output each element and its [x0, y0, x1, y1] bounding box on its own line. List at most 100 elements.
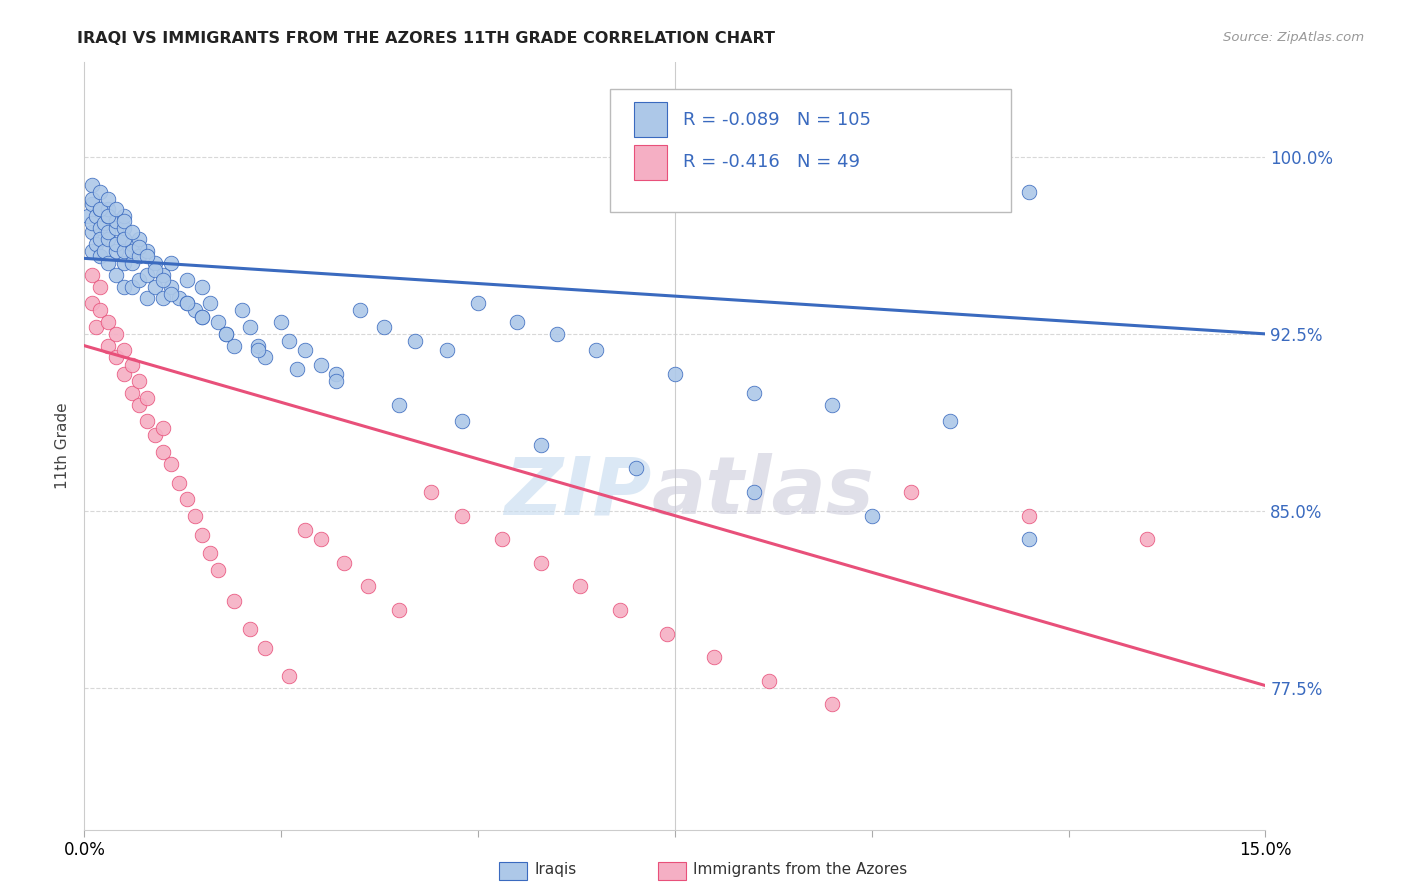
Point: [546, 326, 568, 341]
Point: [183, 508, 205, 523]
Point: [89, 303, 111, 318]
Point: [239, 319, 262, 334]
Point: [207, 563, 229, 577]
Point: [84, 319, 107, 334]
Point: [82, 216, 104, 230]
Point: [294, 523, 316, 537]
Text: Immigrants from the Azores: Immigrants from the Azores: [693, 863, 907, 877]
Point: [112, 209, 135, 223]
Point: [624, 461, 647, 475]
Point: [373, 319, 395, 334]
Point: [152, 292, 174, 306]
Point: [200, 296, 222, 310]
Point: [860, 508, 883, 523]
Point: [84, 209, 107, 223]
Point: [585, 343, 607, 358]
Point: [655, 626, 678, 640]
Point: [419, 485, 441, 500]
Point: [1018, 508, 1040, 523]
Point: [121, 226, 143, 240]
Point: [136, 292, 159, 306]
Point: [152, 445, 174, 459]
Point: [191, 310, 214, 325]
Point: [136, 244, 159, 259]
Text: R = -0.416   N = 49: R = -0.416 N = 49: [683, 153, 860, 171]
Text: Iraqis: Iraqis: [534, 863, 576, 877]
Point: [1018, 533, 1040, 547]
Point: [97, 339, 120, 353]
Point: [333, 556, 356, 570]
Point: [89, 279, 111, 293]
Point: [176, 272, 198, 286]
Point: [664, 367, 686, 381]
Point: [97, 232, 120, 246]
Point: [112, 213, 135, 227]
Point: [121, 237, 143, 252]
Point: [82, 178, 104, 193]
Point: [104, 213, 127, 227]
Point: [160, 279, 183, 293]
Point: [349, 303, 371, 318]
Point: [82, 268, 104, 282]
Point: [89, 220, 111, 235]
Point: [270, 315, 292, 329]
Point: [152, 421, 174, 435]
Point: [758, 673, 780, 688]
Point: [89, 249, 111, 263]
Point: [222, 339, 245, 353]
Y-axis label: 11th Grade: 11th Grade: [55, 402, 70, 490]
Point: [128, 249, 150, 263]
Text: ZIP: ZIP: [503, 453, 651, 531]
Point: [121, 358, 143, 372]
Point: [128, 272, 150, 286]
Point: [104, 244, 127, 259]
Point: [467, 296, 489, 310]
Point: [93, 244, 115, 259]
Point: [136, 414, 159, 428]
Point: [451, 414, 474, 428]
Point: [89, 202, 111, 216]
Point: [82, 192, 104, 206]
Point: [143, 279, 166, 293]
Text: IRAQI VS IMMIGRANTS FROM THE AZORES 11TH GRADE CORRELATION CHART: IRAQI VS IMMIGRANTS FROM THE AZORES 11TH…: [77, 31, 775, 46]
Point: [939, 414, 962, 428]
Point: [191, 527, 214, 541]
FancyBboxPatch shape: [610, 89, 1011, 212]
Point: [104, 202, 127, 216]
Point: [104, 351, 127, 365]
Point: [89, 186, 111, 200]
Point: [143, 263, 166, 277]
Point: [121, 244, 143, 259]
Point: [82, 197, 104, 211]
Point: [160, 457, 183, 471]
Point: [191, 310, 214, 325]
Point: [77, 209, 100, 223]
Point: [82, 226, 104, 240]
Point: [167, 475, 190, 490]
Point: [112, 232, 135, 246]
Point: [136, 268, 159, 282]
Point: [742, 485, 765, 500]
Point: [191, 279, 214, 293]
Point: [451, 508, 474, 523]
Point: [742, 385, 765, 400]
Point: [97, 256, 120, 270]
Point: [239, 622, 262, 636]
Point: [491, 533, 513, 547]
Point: [309, 533, 332, 547]
Point: [112, 232, 135, 246]
Point: [128, 232, 150, 246]
Point: [104, 220, 127, 235]
Point: [89, 202, 111, 216]
Point: [112, 367, 135, 381]
Point: [325, 374, 347, 388]
Point: [152, 272, 174, 286]
Point: [128, 374, 150, 388]
Point: [112, 256, 135, 270]
Point: [207, 315, 229, 329]
Point: [82, 296, 104, 310]
Point: [104, 268, 127, 282]
Point: [294, 343, 316, 358]
Point: [97, 192, 120, 206]
Point: [176, 296, 198, 310]
